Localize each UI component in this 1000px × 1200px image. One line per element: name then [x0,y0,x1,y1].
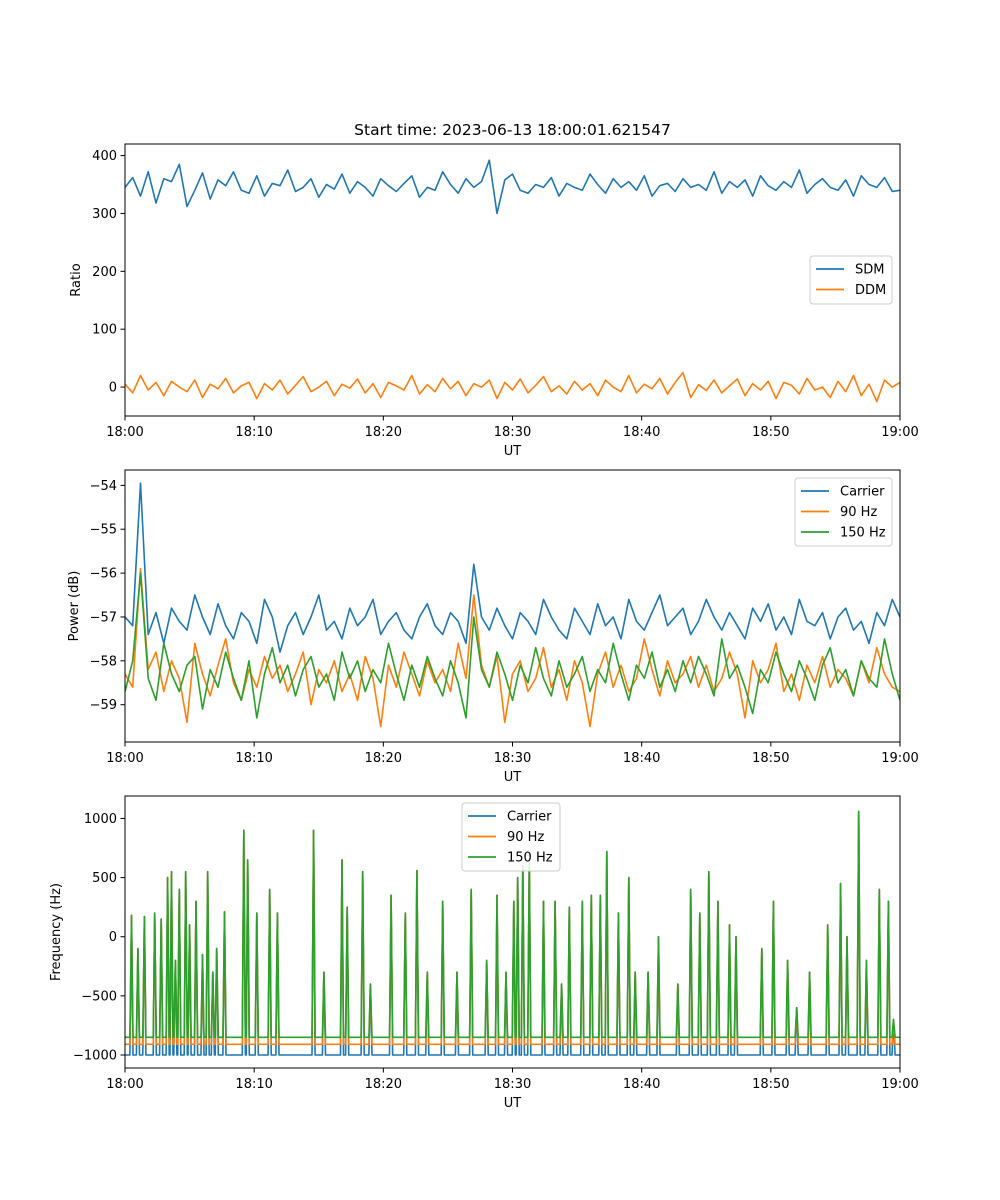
x-tick-label: 18:50 [752,1077,789,1092]
x-tick-label: 18:10 [235,751,272,766]
series-line-150-hz [125,572,900,719]
legend-box [461,802,561,872]
y-tick-label: 0 [109,381,117,396]
x-tick-label: 19:00 [881,751,918,766]
x-tick-label: 18:20 [365,425,402,440]
y-tick-label: −500 [81,989,117,1004]
y-tick-label: −57 [90,610,117,625]
series-line-ddm [125,371,900,403]
legend-label-carrier: Carrier [840,485,885,500]
x-tick-label: 19:00 [881,1077,918,1092]
x-axis-label: UT [504,1096,522,1111]
x-tick-label: 18:30 [494,425,531,440]
ratio-panel: 18:00 18:10 18:20 18:30 18:40 18:50 19:00 0 100 2… [69,143,919,459]
y-axis-label: Power (dB) [67,571,82,642]
y-tick-label: −59 [90,698,117,713]
legend-label-sdm: SDM [855,263,884,278]
y-tick-label: −58 [90,654,117,669]
x-axis-label: UT [504,770,522,785]
y-tick-label: 500 [92,871,117,886]
x-tick-label: 18:40 [623,1077,660,1092]
y-tick-label: 400 [92,149,117,164]
series-line-90-hz [125,567,900,728]
plot-frame [124,143,901,417]
x-tick-label: 18:00 [106,751,143,766]
x-tick-label: 19:00 [881,425,918,440]
y-tick-label: −54 [90,479,117,494]
x-tick-label: 18:20 [365,1077,402,1092]
power-panel: 18:00 18:10 18:20 18:30 18:40 18:50 19:00 −54 −5… [67,469,919,785]
x-tick-label: 18:50 [752,425,789,440]
x-tick-label: 18:10 [235,425,272,440]
y-tick-label: −55 [90,523,117,538]
legend-box [794,477,893,547]
y-axis-label: Frequency (Hz) [49,883,64,981]
x-tick-label: 18:00 [106,1077,143,1092]
legend-label-90-hz: 90 Hz [840,505,877,520]
frequency-panel: 18:00 18:10 18:20 18:30 18:40 18:50 19:00 1000 5… [49,795,919,1111]
series-line-150-hz [125,810,900,1039]
x-tick-label: 18:30 [494,751,531,766]
x-tick-label: 18:40 [623,425,660,440]
figure-title: Start time: 2023-06-13 18:00:01.621547 [354,121,671,139]
y-tick-label: −56 [90,567,117,582]
legend-box [809,255,893,305]
legend-label-150-hz: 150 Hz [507,851,553,866]
legend: Carrier 90 Hz 150 Hz [461,802,561,872]
y-axis-label: Ratio [69,263,84,296]
x-axis-label: UT [504,444,522,459]
x-tick-label: 18:10 [235,1077,272,1092]
series-line-carrier [125,482,900,653]
y-tick-label: 1000 [84,812,117,827]
y-tick-label: 0 [109,930,117,945]
legend-label-ddm: DDM [855,283,886,298]
legend: SDM DDM [809,255,893,305]
legend: Carrier 90 Hz 150 Hz [794,477,893,547]
plot-frame [124,469,901,743]
x-tick-label: 18:20 [365,751,402,766]
series-line-sdm [125,159,900,215]
x-tick-label: 18:50 [752,751,789,766]
x-tick-label: 18:40 [623,751,660,766]
y-tick-label: 300 [92,207,117,222]
legend-label-carrier: Carrier [507,810,552,825]
legend-label-90-hz: 90 Hz [507,830,544,845]
y-tick-label: 100 [92,323,117,338]
y-tick-label: −1000 [73,1048,117,1063]
legend-label-150-hz: 150 Hz [840,526,886,541]
y-tick-label: 200 [92,265,117,280]
x-tick-label: 18:00 [106,425,143,440]
x-tick-label: 18:30 [494,1077,531,1092]
